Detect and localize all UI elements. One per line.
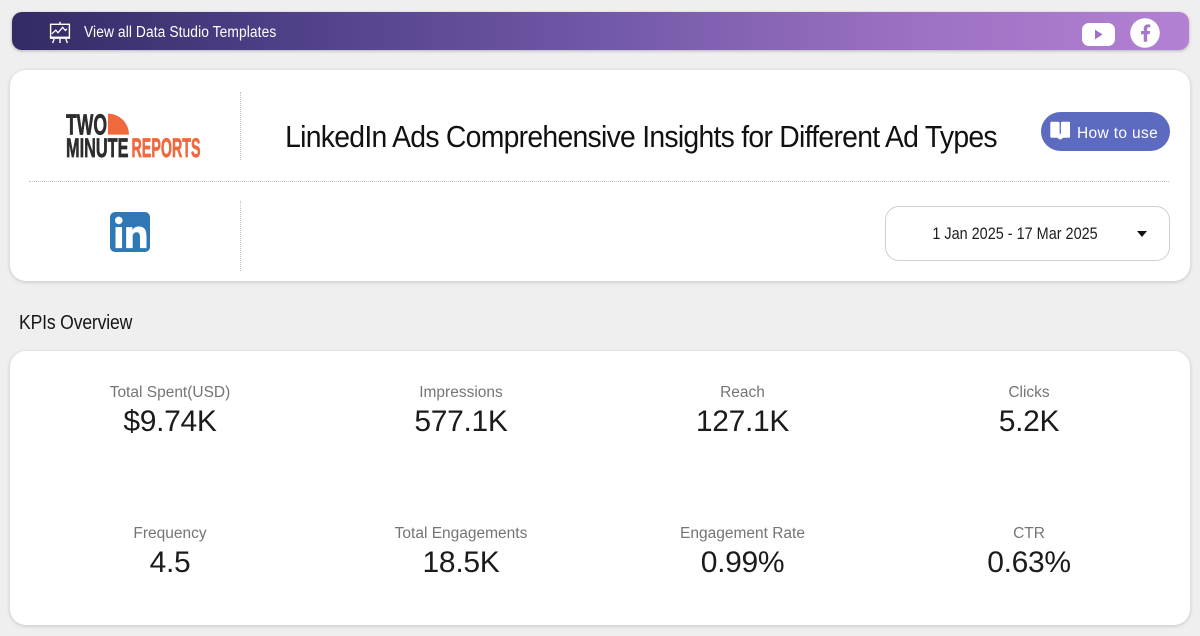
svg-text:MINUTE: MINUTE [66,133,129,162]
svg-text:REPORTS: REPORTS [132,133,201,162]
svg-text:TWO: TWO [66,110,107,142]
